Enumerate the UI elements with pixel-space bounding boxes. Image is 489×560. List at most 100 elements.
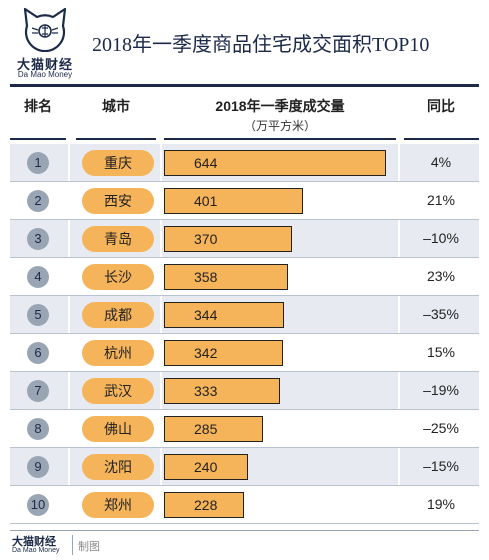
column-header-city: 城市 bbox=[102, 98, 130, 114]
header-rule-rank bbox=[10, 138, 66, 140]
column-gap bbox=[398, 486, 400, 524]
bar bbox=[164, 453, 248, 480]
column-gap bbox=[68, 296, 70, 334]
bar-value-label: 285 bbox=[194, 420, 218, 437]
bar-track: 370 bbox=[164, 225, 392, 252]
row-separator bbox=[10, 181, 479, 182]
city-label: 成都 bbox=[82, 301, 154, 328]
column-gap bbox=[160, 372, 162, 410]
row-separator bbox=[10, 523, 479, 524]
footer-divider bbox=[72, 535, 73, 555]
city-label: 长沙 bbox=[82, 263, 154, 290]
bar-track: 342 bbox=[164, 339, 392, 366]
bar-track: 401 bbox=[164, 187, 392, 214]
footer-brand-cn: 大猫财经 bbox=[12, 536, 56, 548]
brand-logo: 大猫财经 Da Mao Money bbox=[10, 6, 80, 80]
city-label: 青岛 bbox=[82, 225, 154, 252]
header: 大猫财经 Da Mao Money 2018年一季度商品住宅成交面积TOP10 bbox=[0, 0, 489, 84]
rank-badge: 5 bbox=[27, 303, 49, 326]
yoy-value: 21% bbox=[426, 191, 456, 208]
city-label: 杭州 bbox=[82, 339, 154, 366]
column-header-volume: 2018年一季度成交量 bbox=[215, 98, 345, 114]
column-gap bbox=[160, 220, 162, 258]
bar-track: 240 bbox=[164, 453, 392, 480]
column-gap bbox=[160, 258, 162, 296]
column-gap bbox=[398, 220, 400, 258]
bar-value-label: 342 bbox=[194, 344, 218, 361]
footer-brand-en: Da Mao Money bbox=[12, 547, 60, 554]
yoy-value: –19% bbox=[423, 381, 459, 398]
rank-badge: 2 bbox=[27, 189, 49, 212]
yoy-value: –35% bbox=[423, 305, 459, 322]
city-label: 沈阳 bbox=[82, 453, 154, 480]
bar-track: 285 bbox=[164, 415, 392, 442]
bar-value-label: 401 bbox=[194, 192, 218, 209]
cat-face-icon bbox=[23, 7, 67, 52]
rank-badge: 10 bbox=[27, 493, 49, 516]
brand-name-en: Da Mao Money bbox=[17, 70, 73, 79]
bar bbox=[164, 263, 288, 290]
title-rule bbox=[10, 84, 479, 87]
column-gap bbox=[160, 448, 162, 486]
column-gap bbox=[68, 486, 70, 524]
bar-value-label: 228 bbox=[194, 496, 218, 513]
column-gap bbox=[68, 220, 70, 258]
bar-value-label: 370 bbox=[194, 230, 218, 247]
column-gap bbox=[398, 258, 400, 296]
bar-track: 228 bbox=[164, 491, 392, 518]
city-label: 武汉 bbox=[82, 377, 154, 404]
bar-track: 644 bbox=[164, 149, 392, 176]
column-gap bbox=[160, 486, 162, 524]
column-gap bbox=[68, 182, 70, 220]
row-separator bbox=[10, 219, 479, 220]
column-gap bbox=[398, 448, 400, 486]
bar-value-label: 240 bbox=[194, 458, 218, 475]
rank-badge: 8 bbox=[27, 417, 49, 440]
yoy-value: 23% bbox=[426, 267, 456, 284]
row-separator bbox=[10, 333, 479, 334]
footer-rule bbox=[10, 530, 479, 531]
column-gap bbox=[398, 372, 400, 410]
column-gap bbox=[160, 334, 162, 372]
bar-value-label: 344 bbox=[194, 306, 218, 323]
header-rule-volume bbox=[164, 138, 396, 140]
row-separator bbox=[10, 257, 479, 258]
row-separator bbox=[10, 295, 479, 296]
bar-value-label: 358 bbox=[194, 268, 218, 285]
bar bbox=[164, 187, 303, 214]
column-gap bbox=[398, 144, 400, 182]
bar bbox=[164, 491, 244, 518]
bar bbox=[164, 415, 263, 442]
row-separator bbox=[10, 371, 479, 372]
city-label: 西安 bbox=[82, 187, 154, 214]
bar-track: 333 bbox=[164, 377, 392, 404]
row-separator bbox=[10, 409, 479, 410]
rank-badge: 1 bbox=[27, 151, 49, 174]
yoy-value: 4% bbox=[430, 153, 452, 170]
column-gap bbox=[398, 410, 400, 448]
yoy-value: 19% bbox=[426, 495, 456, 512]
row-separator bbox=[10, 485, 479, 486]
brand-name-cn: 大猫财经 bbox=[16, 57, 73, 72]
rank-badge: 9 bbox=[27, 455, 49, 478]
yoy-value: –15% bbox=[423, 457, 459, 474]
column-gap bbox=[68, 258, 70, 296]
column-gap bbox=[160, 410, 162, 448]
header-rule-city bbox=[76, 138, 156, 140]
bar bbox=[164, 377, 280, 404]
column-gap bbox=[68, 372, 70, 410]
column-gap bbox=[160, 144, 162, 182]
header-rule-yoy bbox=[404, 138, 479, 140]
rank-badge: 3 bbox=[27, 227, 49, 250]
column-gap bbox=[68, 448, 70, 486]
bar bbox=[164, 339, 283, 366]
city-label: 重庆 bbox=[82, 149, 154, 176]
bar bbox=[164, 301, 284, 328]
column-gap bbox=[68, 334, 70, 372]
bar-track: 358 bbox=[164, 263, 392, 290]
bar bbox=[164, 225, 292, 252]
column-gap bbox=[398, 182, 400, 220]
column-gap bbox=[68, 144, 70, 182]
row-separator bbox=[10, 447, 479, 448]
rank-badge: 7 bbox=[27, 379, 49, 402]
